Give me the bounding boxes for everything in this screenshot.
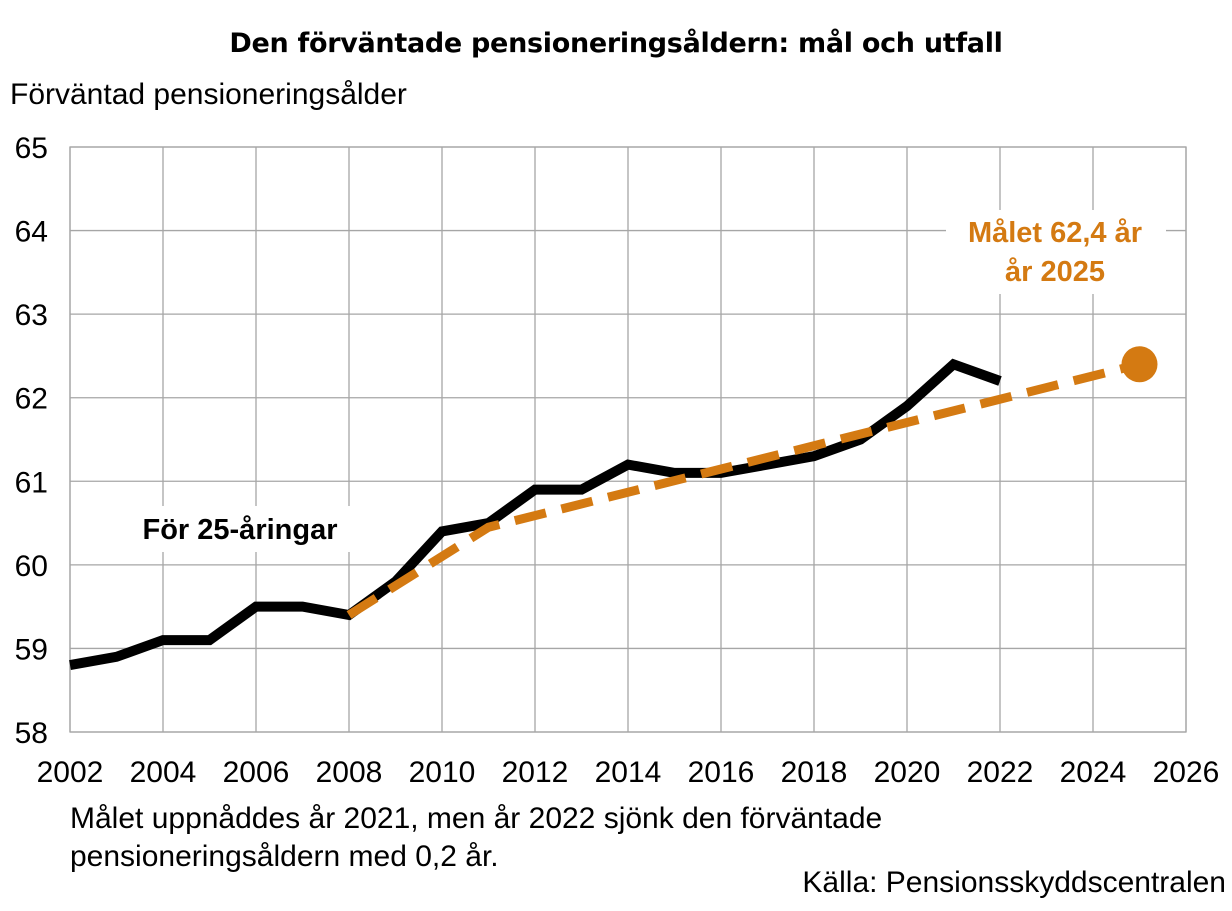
x-tick-label: 2002 xyxy=(37,756,104,789)
actual-line xyxy=(69,358,1002,671)
grid-lines xyxy=(69,146,1187,733)
y-tick-label: 61 xyxy=(15,466,48,499)
footnote: Målet uppnåddes år 2021, men år 2022 sjö… xyxy=(70,802,883,873)
x-tick-label: 2014 xyxy=(595,756,662,789)
x-tick-label: 2024 xyxy=(1060,756,1127,789)
target-label-line1: Målet 62,4 år xyxy=(968,217,1142,249)
y-tick-label: 63 xyxy=(15,299,48,332)
y-tick-label: 58 xyxy=(15,717,48,750)
x-tick-label: 2004 xyxy=(130,756,197,789)
series-label: För 25-åringar xyxy=(143,514,338,546)
x-tick-labels: 2002 2004 2006 2008 2010 2012 2014 2016 2018 2020… xyxy=(37,756,1220,789)
target-markers xyxy=(1121,346,1158,383)
x-tick-label: 2016 xyxy=(688,756,755,789)
y-tick-label: 59 xyxy=(15,633,48,666)
target-label-bg xyxy=(946,210,1166,294)
x-tick-label: 2010 xyxy=(409,756,476,789)
x-tick-label: 2020 xyxy=(874,756,941,789)
y-axis-label: Förväntad pensioneringsålder xyxy=(10,78,407,111)
series-lines xyxy=(69,358,1141,671)
x-tick-label: 2022 xyxy=(967,756,1034,789)
series-label-bg xyxy=(122,506,358,552)
y-tick-label: 60 xyxy=(15,550,48,583)
x-tick-label: 2018 xyxy=(781,756,848,789)
target-line xyxy=(346,359,1141,619)
y-tick-label: 62 xyxy=(15,383,48,416)
chart-annotations: För 25-åringar Målet 62,4 år år 2025 xyxy=(122,210,1166,552)
x-tick-label: 2008 xyxy=(316,756,383,789)
y-tick-label: 65 xyxy=(15,132,48,165)
chart-title: Den förväntade pensioneringsåldern: mål … xyxy=(229,28,1003,59)
x-tick-label: 2012 xyxy=(502,756,569,789)
y-tick-labels: 58 59 60 61 62 63 64 65 xyxy=(15,132,48,750)
target-point xyxy=(1121,346,1158,383)
y-tick-label: 64 xyxy=(15,216,48,249)
source-note: Källa: Pensionsskyddscentralen xyxy=(802,866,1226,899)
target-label-line2: år 2025 xyxy=(1005,256,1105,288)
plot-border xyxy=(69,146,1187,733)
x-tick-label: 2026 xyxy=(1153,756,1220,789)
x-tick-label: 2006 xyxy=(223,756,290,789)
